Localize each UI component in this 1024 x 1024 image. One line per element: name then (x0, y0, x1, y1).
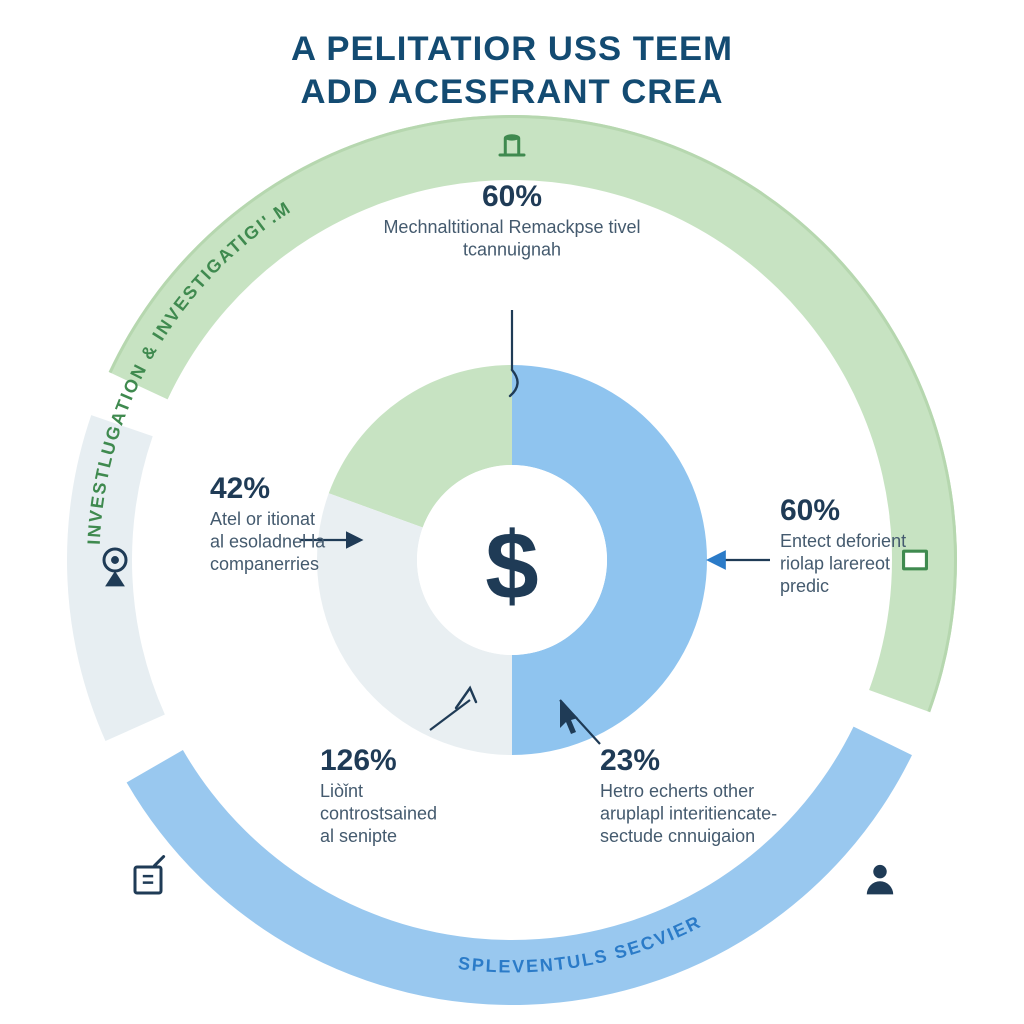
callout-left: 42%Atel or itionatal esoladnel lacompane… (210, 472, 326, 574)
infographic-canvas: $ INVESTLUGATION & INVESTIGATIGI'.M SPLE… (0, 0, 1024, 1024)
person-icon (867, 865, 893, 895)
dollar-icon: $ (485, 513, 538, 620)
callout-bl: 126%Liòǐntcontrostsainedal senipte (320, 744, 437, 846)
screen-icon (902, 550, 928, 571)
callout-top: 60%Mechnaltitional Remackpse tiveltcannu… (383, 180, 640, 260)
callout-br: 23%Hetro echerts otheraruplapl interitie… (600, 744, 777, 846)
callout-right: 60%Entect deforientriolap larereotpredic (780, 494, 906, 596)
doc-icon (135, 857, 164, 893)
